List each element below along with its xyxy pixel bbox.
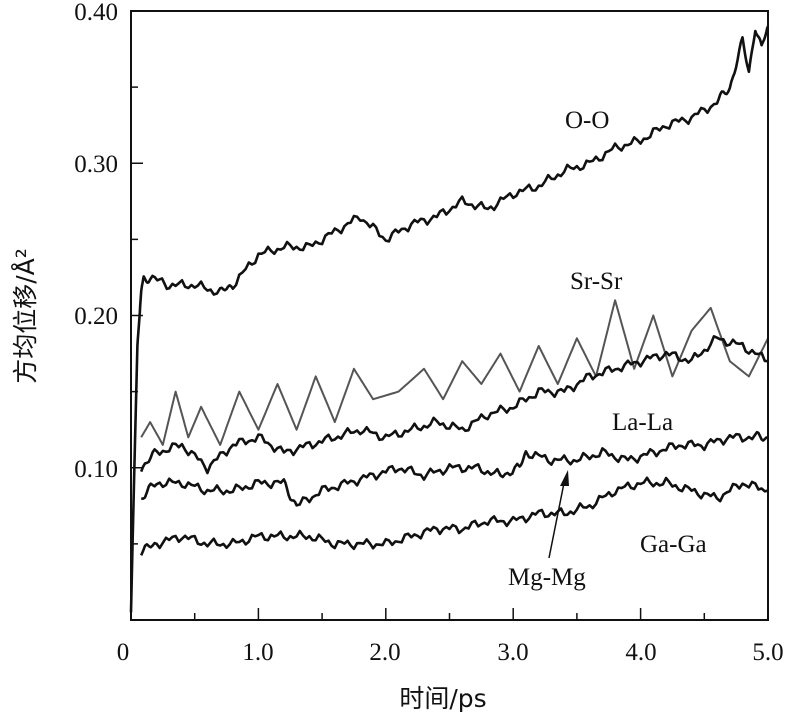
series-line-o-o [129,25,770,613]
y-tick-label-1: 0.20 [74,303,118,330]
y-tick-label-2: 0.30 [74,151,118,178]
series-label-ga-ga: Ga-Ga [640,531,707,558]
x-tick-label-2: 2.0 [369,639,400,666]
axis-ticks [130,10,769,621]
x-tick-label-1: 1.0 [242,639,273,666]
series-line-ga-ga [140,476,769,556]
x-tick-label-4: 4.0 [625,639,656,666]
x-tick-label-0: 0 [117,639,130,666]
x-tick-label-3: 3.0 [497,639,528,666]
x-tick-label-5: 5.0 [752,639,783,666]
series-line-la-la [139,335,769,475]
series-label-o-o: O-O [565,107,609,134]
y-axis-title: 方均位移/Å² [11,248,40,384]
y-tick-label-0: 0.10 [74,456,118,483]
y-tick-label-3: 0.40 [74,0,118,26]
series-line-mg-mg [141,430,769,507]
series-label-mg-mg: Mg-Mg [508,564,586,591]
plot-lines [129,25,770,613]
series-line-sr-sr [140,299,769,446]
mg-mg-arrow [548,470,569,559]
series-label-sr-sr: Sr-Sr [570,268,623,295]
series-label-la-la: La-La [612,409,673,436]
x-axis-title: 时间/ps [399,684,486,713]
